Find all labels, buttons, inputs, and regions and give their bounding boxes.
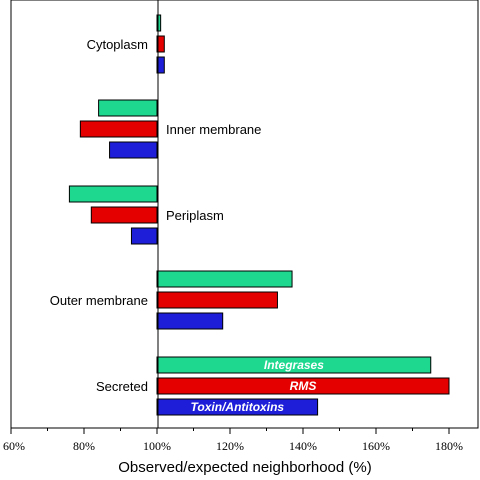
bar-periplasm-rms [90,206,158,224]
plot-frame [10,0,479,429]
series-label-rms: RMS [290,379,317,393]
bar-inner-membrane-integrases [98,99,158,117]
category-label-periplasm: Periplasm [166,208,224,223]
series-label-toxin-antitoxins: Toxin/Antitoxins [191,400,285,414]
bar-outer-membrane-rms [156,291,278,309]
x-axis-ticks: 60% 80% 100% 120% 140% 160% 180% [3,428,463,453]
x-tick-label: 60% [3,439,25,453]
category-label-inner-membrane: Inner membrane [166,122,261,137]
bar-outer-membrane-toxin-antitoxins [156,312,224,330]
x-tick-label: 80% [73,439,95,453]
bar-inner-membrane-rms [79,120,158,138]
x-axis-title: Observed/expected neighborhood (%) [118,459,372,476]
bar-inner-membrane-toxin-antitoxins [109,141,158,159]
bar-outer-membrane-integrases [156,270,293,288]
x-tick-label: 160% [362,439,390,453]
series-label-integrases: Integrases [264,358,324,372]
category-labels: Cytoplasm Inner membrane Periplasm Outer me… [50,37,262,394]
x-tick-label: 120% [216,439,244,453]
bar-periplasm-toxin-antitoxins [130,227,158,245]
bars-group: Integrases RMS Toxin/Antitoxins [68,14,450,416]
x-tick-label: 140% [289,439,317,453]
category-label-outer-membrane: Outer membrane [50,293,148,308]
x-tick-label: 180% [435,439,463,453]
bar-secreted-rms [156,377,450,395]
bar-secreted-integrases [156,356,432,374]
bar-cytoplasm-toxin-antitoxins [156,56,165,74]
bar-cytoplasm-integrases [156,14,162,32]
category-label-cytoplasm: Cytoplasm [87,37,148,52]
bar-secreted-toxin-antitoxins [156,398,319,416]
bar-cytoplasm-rms [156,35,165,53]
category-label-secreted: Secreted [96,379,148,394]
bar-periplasm-integrases [68,185,158,203]
x-tick-label: 100% [143,439,171,453]
